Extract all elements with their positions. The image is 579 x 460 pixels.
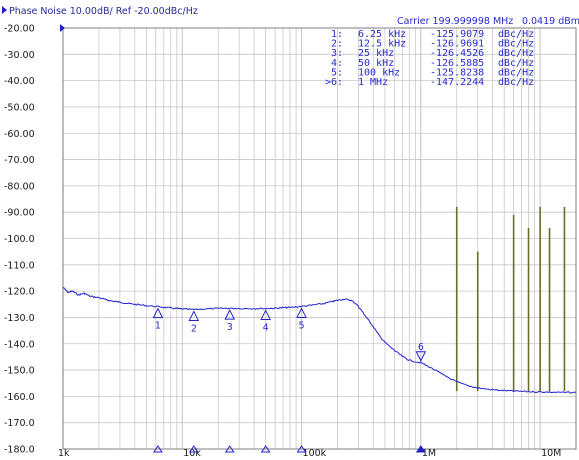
- y-tick-label: -20.00: [4, 24, 35, 35]
- marker-table-unit: dBc/Hz: [498, 77, 534, 88]
- marker-table-value: -126.4526: [430, 48, 484, 59]
- marker-group: 1 2 3 4 5 6: [152, 307, 427, 362]
- y-tick-label: -110.0: [4, 260, 35, 271]
- marker-label: 2: [191, 323, 197, 334]
- carrier-level: 0.0419 dBm: [522, 16, 579, 27]
- x-tick-label: 10k: [183, 448, 201, 459]
- y-tick-label: -60.00: [4, 129, 35, 140]
- marker-table-id: >6:: [325, 77, 343, 88]
- y-tick-label: -40.00: [4, 76, 35, 87]
- marker-triangle: [224, 308, 236, 320]
- plot-frame: [62, 27, 577, 450]
- marker-triangle: [260, 309, 271, 320]
- marker-table-unit: dBc/Hz: [498, 48, 534, 59]
- marker-triangle: [415, 351, 427, 362]
- marker-table-id: 1:: [331, 29, 343, 40]
- marker-table-value: -126.5885: [430, 58, 484, 69]
- y-tick-label: -160.0: [4, 392, 35, 403]
- marker-table-freq: 25 kHz: [358, 48, 394, 59]
- marker-table-unit: dBc/Hz: [498, 58, 534, 69]
- y-axis: -20.00 -30.00 -40.00 -50.00 -60.00 -70.00 -80.…: [4, 24, 35, 456]
- ref-arrow-icon: [60, 24, 65, 32]
- x-tick-label: 1k: [58, 448, 70, 459]
- y-tick-label: -150.0: [4, 366, 35, 377]
- marker-table-id: 4:: [331, 58, 343, 69]
- marker-table-freq: 6.25 kHz: [358, 29, 406, 40]
- x-tick-label: 100k: [303, 448, 327, 459]
- marker-label: 3: [227, 322, 233, 333]
- bottom-marker-triangle: [296, 445, 307, 453]
- marker-table-freq: 1 MHz: [358, 77, 388, 88]
- marker-table-value: -126.9691: [430, 39, 484, 50]
- y-tick-label: -100.0: [4, 234, 35, 245]
- marker-table-unit: dBc/Hz: [498, 67, 534, 78]
- x-tick-label: 1M: [422, 448, 436, 459]
- y-tick-label: -70.00: [4, 155, 35, 166]
- marker-label: 6: [418, 342, 424, 353]
- marker-label: 4: [263, 322, 269, 333]
- plot-grid: [62, 27, 577, 450]
- marker-table-freq: 50 kHz: [358, 58, 394, 69]
- x-tick-label: 10M: [541, 448, 561, 459]
- y-tick-label: -50.00: [4, 102, 35, 113]
- bottom-marker-triangle-active: [415, 445, 426, 453]
- marker-triangle: [152, 307, 164, 319]
- marker-triangle: [296, 307, 307, 318]
- marker-table-value: -125.8238: [430, 67, 484, 78]
- y-tick-label: -170.0: [4, 418, 35, 429]
- bottom-marker-triangle: [260, 445, 271, 453]
- y-tick-label: -140.0: [4, 339, 35, 350]
- marker-table-id: 5:: [331, 67, 343, 78]
- spur-lines: [455, 206, 566, 392]
- bottom-marker-triangle: [224, 445, 235, 453]
- marker-table-unit: dBc/Hz: [498, 29, 534, 40]
- marker-table-id: 3:: [331, 48, 343, 59]
- y-tick-label: -30.00: [4, 50, 35, 61]
- marker-triangle: [188, 310, 200, 321]
- chart-title: Phase Noise 10.00dB/ Ref -20.00dBc/Hz: [9, 6, 198, 17]
- trace-line: [62, 286, 577, 394]
- y-tick-label: -80.00: [4, 181, 35, 192]
- carrier-frequency: Carrier 199.999998 MHz: [397, 16, 513, 27]
- y-tick-label: -90.00: [4, 208, 35, 219]
- y-tick-label: -180.0: [4, 445, 35, 456]
- plot-border: [62, 27, 577, 450]
- bottom-marker-triangle: [188, 445, 199, 453]
- bottom-marker-triangle: [152, 445, 163, 453]
- marker-label: 5: [299, 320, 305, 331]
- x-axis: 1k 10k 100k 1M 10M: [58, 448, 561, 459]
- marker-table: 1: 6.25 kHz -125.9079 dBc/Hz 2: 12.5 kHz -126.…: [325, 29, 534, 88]
- marker-table-id: 2:: [331, 39, 343, 50]
- marker-table-value: -125.9079: [430, 29, 484, 40]
- phase-noise-trace: [62, 286, 577, 394]
- marker-table-value: -147.2244: [430, 77, 484, 88]
- marker-label: 1: [155, 321, 161, 332]
- marker-table-freq: 100 kHz: [358, 67, 400, 78]
- marker-table-freq: 12.5 kHz: [358, 39, 406, 50]
- y-tick-label: -120.0: [4, 287, 35, 298]
- title-arrow-icon: [2, 6, 7, 14]
- y-tick-label: -130.0: [4, 313, 35, 324]
- bottom-marker-indicators: [152, 445, 426, 453]
- marker-table-unit: dBc/Hz: [498, 39, 534, 50]
